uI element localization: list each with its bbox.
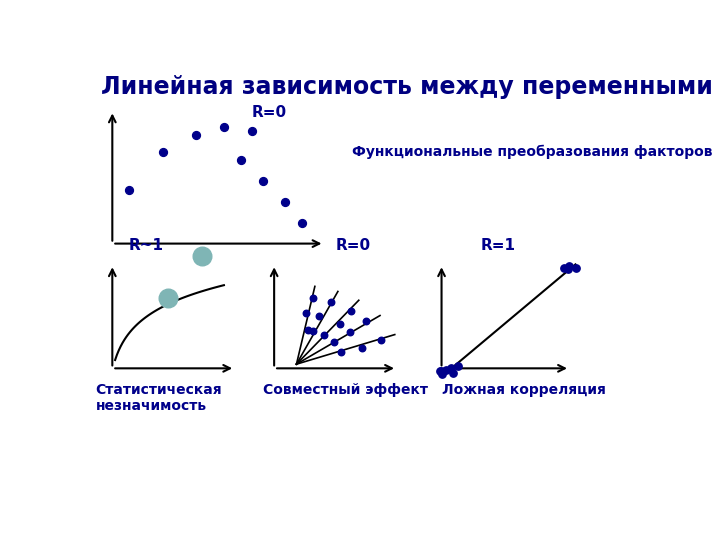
Point xyxy=(319,331,330,340)
Point xyxy=(346,306,357,315)
Point xyxy=(300,309,312,318)
Point xyxy=(570,264,582,272)
Point xyxy=(440,366,451,375)
Point xyxy=(279,198,291,206)
Point xyxy=(196,252,207,260)
Point xyxy=(436,369,448,378)
Point xyxy=(314,312,325,320)
Point xyxy=(452,361,464,370)
Point xyxy=(297,219,308,227)
Text: Функциональные преобразования факторов: Функциональные преобразования факторов xyxy=(352,145,713,159)
Point xyxy=(246,127,258,136)
Text: Линейная зависимость между переменными: Линейная зависимость между переменными xyxy=(101,75,713,99)
Point xyxy=(257,177,269,186)
Point xyxy=(336,347,347,356)
Point xyxy=(157,148,168,157)
Point xyxy=(163,293,174,302)
Point xyxy=(435,367,446,375)
Text: Статистическая
незначимость: Статистическая незначимость xyxy=(96,383,222,413)
Point xyxy=(445,363,456,372)
Point xyxy=(218,123,230,132)
Point xyxy=(302,325,314,334)
Text: R=1: R=1 xyxy=(481,238,516,253)
Point xyxy=(562,265,574,274)
Point xyxy=(307,294,318,302)
Text: R=0: R=0 xyxy=(252,105,287,120)
Point xyxy=(328,338,340,347)
Point xyxy=(334,320,346,329)
Point xyxy=(307,327,319,335)
Point xyxy=(235,156,246,165)
Text: Ложная корреляция: Ложная корреляция xyxy=(441,383,606,397)
Point xyxy=(563,262,575,271)
Point xyxy=(356,343,368,352)
Point xyxy=(360,317,372,326)
Text: Совместный эффект: Совместный эффект xyxy=(263,383,428,397)
Point xyxy=(325,298,337,307)
Point xyxy=(447,369,459,377)
Point xyxy=(435,367,446,375)
Text: R~1: R~1 xyxy=(129,238,164,253)
Point xyxy=(559,264,570,272)
Text: R=0: R=0 xyxy=(336,238,371,253)
Point xyxy=(190,131,202,140)
Point xyxy=(375,336,387,345)
Point xyxy=(344,327,356,336)
Point xyxy=(123,185,135,194)
